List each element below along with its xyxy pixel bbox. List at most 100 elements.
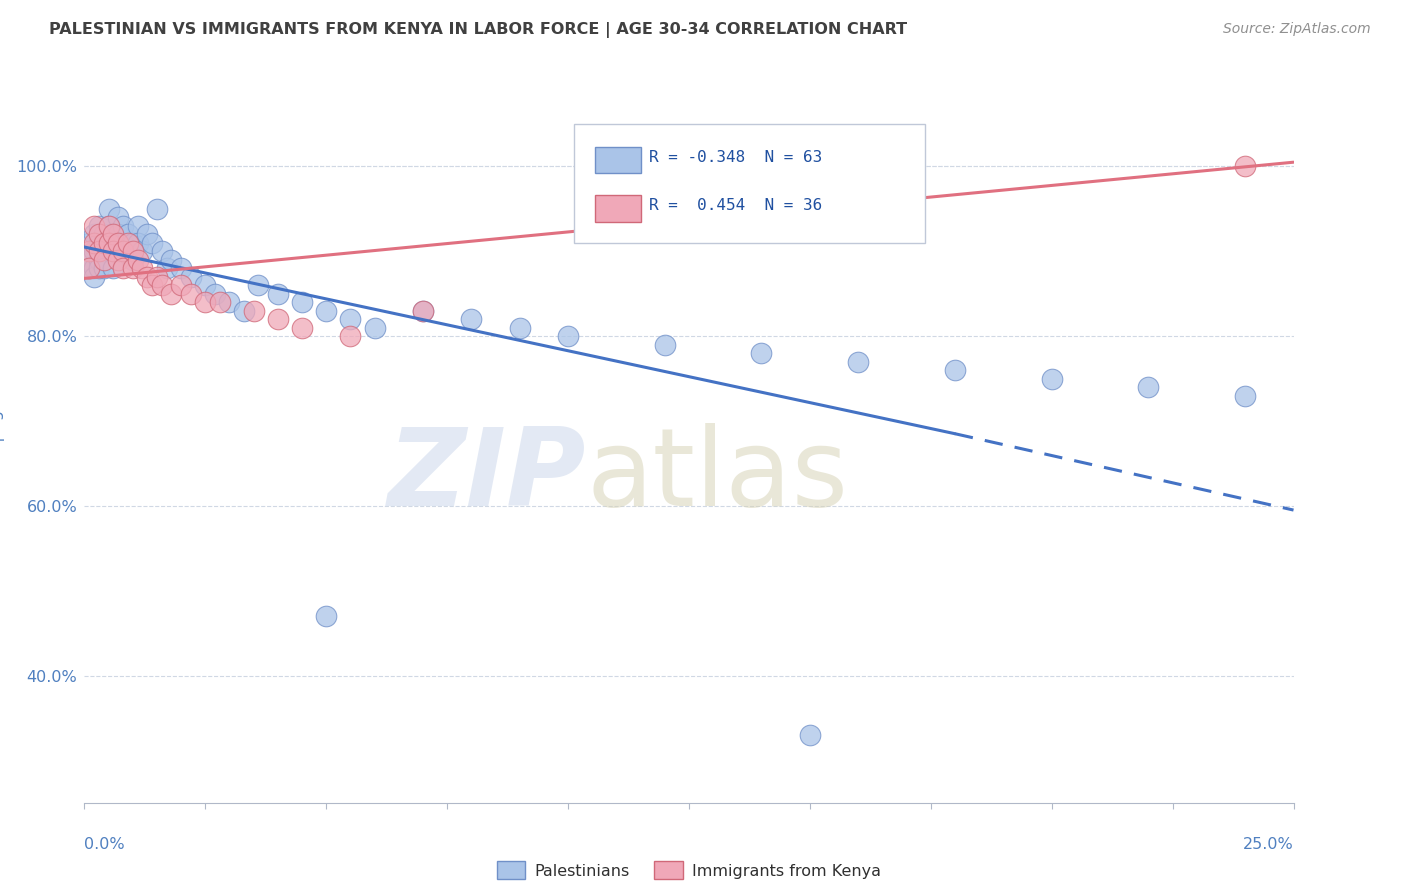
FancyBboxPatch shape xyxy=(574,124,925,243)
Point xyxy=(204,286,226,301)
Point xyxy=(112,244,135,259)
Point xyxy=(97,235,120,250)
Point xyxy=(93,235,115,250)
Point xyxy=(127,235,149,250)
Point xyxy=(160,286,183,301)
Point xyxy=(103,261,125,276)
Point xyxy=(112,235,135,250)
Point xyxy=(83,227,105,242)
Point xyxy=(291,295,314,310)
Point xyxy=(93,261,115,276)
Point xyxy=(107,211,129,225)
Point xyxy=(180,286,202,301)
Text: Source: ZipAtlas.com: Source: ZipAtlas.com xyxy=(1223,22,1371,37)
Point xyxy=(77,261,100,276)
Point xyxy=(141,235,163,250)
Point xyxy=(943,363,966,377)
Point xyxy=(1234,160,1257,174)
Text: PALESTINIAN VS IMMIGRANTS FROM KENYA IN LABOR FORCE | AGE 30-34 CORRELATION CHAR: PALESTINIAN VS IMMIGRANTS FROM KENYA IN … xyxy=(49,22,907,38)
Point xyxy=(170,278,193,293)
Point xyxy=(103,227,125,242)
Point xyxy=(180,269,202,284)
Point xyxy=(1234,388,1257,402)
Point xyxy=(339,312,361,326)
Text: R = -0.348  N = 63: R = -0.348 N = 63 xyxy=(650,150,823,165)
Point xyxy=(141,278,163,293)
Point xyxy=(363,320,385,334)
Point xyxy=(103,244,125,259)
Point xyxy=(315,303,337,318)
Text: R =  0.454  N = 36: R = 0.454 N = 36 xyxy=(650,198,823,213)
Point xyxy=(117,227,139,242)
Point xyxy=(87,252,110,267)
Point xyxy=(107,244,129,259)
Point xyxy=(93,252,115,267)
Point xyxy=(146,202,169,216)
Point xyxy=(208,295,231,310)
Point xyxy=(150,278,173,293)
Point xyxy=(117,244,139,259)
Point xyxy=(339,329,361,343)
Point xyxy=(131,244,153,259)
Point xyxy=(93,244,115,259)
Point xyxy=(291,320,314,334)
Text: 0.0%: 0.0% xyxy=(84,837,125,852)
Point xyxy=(751,346,773,360)
Point xyxy=(267,312,290,326)
Point xyxy=(160,252,183,267)
Point xyxy=(155,261,177,276)
Point xyxy=(218,295,240,310)
Point xyxy=(121,252,143,267)
Point xyxy=(77,261,100,276)
Point xyxy=(146,269,169,284)
Point xyxy=(87,235,110,250)
Point xyxy=(97,219,120,233)
Point xyxy=(112,219,135,233)
Point xyxy=(150,244,173,259)
Point xyxy=(127,252,149,267)
Point xyxy=(112,261,135,276)
Point xyxy=(127,219,149,233)
Point xyxy=(233,303,256,318)
Text: ZIP: ZIP xyxy=(388,423,586,529)
Point xyxy=(103,244,125,259)
Point xyxy=(509,320,531,334)
Point xyxy=(97,219,120,233)
Point xyxy=(136,227,159,242)
Point xyxy=(1040,371,1063,385)
Point xyxy=(87,219,110,233)
Point xyxy=(247,278,270,293)
Point xyxy=(121,244,143,259)
Point xyxy=(194,295,217,310)
Point xyxy=(83,244,105,259)
Point xyxy=(136,269,159,284)
Point xyxy=(267,286,290,301)
Point xyxy=(654,337,676,351)
Point xyxy=(93,227,115,242)
Text: 25.0%: 25.0% xyxy=(1243,837,1294,852)
FancyBboxPatch shape xyxy=(595,146,641,173)
FancyBboxPatch shape xyxy=(595,195,641,222)
Point xyxy=(87,227,110,242)
Point xyxy=(121,235,143,250)
Point xyxy=(170,261,193,276)
Point xyxy=(103,227,125,242)
Point xyxy=(799,728,821,742)
Point xyxy=(460,312,482,326)
Point xyxy=(107,235,129,250)
Point xyxy=(77,252,100,267)
Point xyxy=(315,609,337,624)
Point xyxy=(83,261,105,276)
Point xyxy=(83,269,105,284)
Point xyxy=(412,303,434,318)
Point xyxy=(77,244,100,259)
Point xyxy=(242,303,264,318)
Point xyxy=(97,235,120,250)
Point xyxy=(117,235,139,250)
Point xyxy=(121,261,143,276)
Y-axis label: In Labor Force | Age 30-34: In Labor Force | Age 30-34 xyxy=(0,349,6,561)
Legend: Palestinians, Immigrants from Kenya: Palestinians, Immigrants from Kenya xyxy=(491,855,887,885)
Point xyxy=(846,354,869,368)
Point xyxy=(77,235,100,250)
Point xyxy=(83,219,105,233)
